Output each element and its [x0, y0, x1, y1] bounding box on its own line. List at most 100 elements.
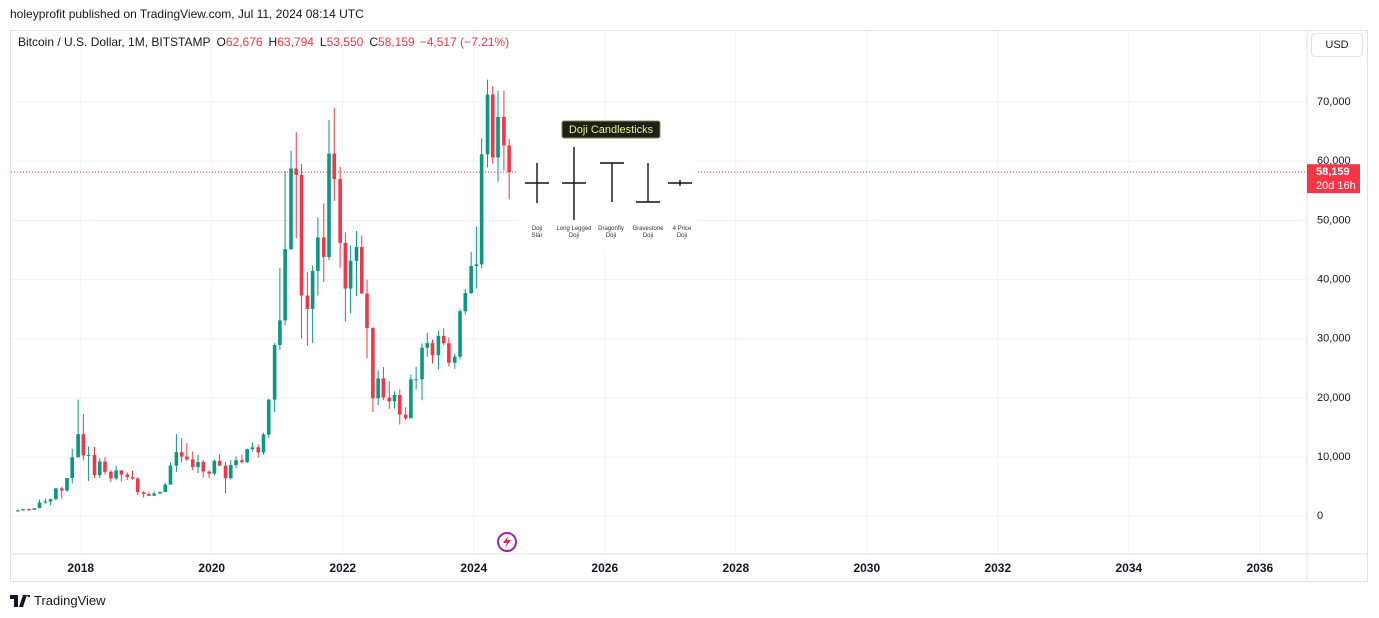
candle-body — [65, 478, 69, 491]
currency-button[interactable]: USD — [1311, 33, 1363, 57]
byline: holeyprofit published on TradingView.com… — [10, 7, 364, 21]
candle-body — [371, 328, 375, 399]
candles — [11, 79, 1307, 512]
candle-body — [109, 471, 113, 479]
candle-body — [381, 378, 386, 398]
event-icon-bolt — [503, 536, 511, 548]
candle-body — [397, 394, 402, 415]
candle-body — [141, 492, 146, 495]
candle-body — [485, 94, 490, 155]
footer: TradingView — [10, 593, 106, 608]
candle-body — [272, 344, 277, 400]
candle-body — [266, 399, 271, 435]
candle-body — [43, 501, 48, 503]
footer-brand: TradingView — [34, 593, 106, 608]
candle-body — [76, 434, 80, 458]
candle-body — [420, 347, 424, 380]
ohlc-value: 53,550 — [326, 35, 364, 49]
candle-body — [409, 379, 413, 419]
x-tick-label: 2020 — [198, 561, 225, 575]
candle-body — [452, 356, 457, 363]
candle-body — [168, 465, 173, 485]
candle-body — [196, 462, 200, 468]
chart-frame — [10, 30, 1368, 582]
candle-body — [359, 246, 364, 294]
overlay-labels: Doji Star Long Legged Doji Dragonfly Doji Grav… — [531, 226, 692, 239]
candle-body — [70, 457, 75, 479]
symbol-title: Bitcoin / U.S. Dollar, 1M, BITSTAMP — [18, 35, 211, 49]
candle-body — [207, 471, 211, 474]
candle-body — [212, 460, 217, 474]
candle-body — [348, 260, 353, 289]
candle-body — [463, 293, 468, 312]
candle-body — [256, 447, 261, 453]
doji-label: Doji Star — [531, 226, 542, 239]
candle-body — [327, 153, 331, 257]
candle-body — [217, 460, 222, 466]
candle-body — [414, 379, 418, 381]
candle-body — [392, 394, 397, 402]
candle-body — [316, 237, 320, 271]
y-tick-label: 40,000 — [1317, 273, 1351, 285]
candle-body — [16, 510, 20, 512]
candle-body — [81, 434, 86, 456]
event-icon — [497, 532, 517, 552]
candle-body — [135, 478, 140, 493]
candle-body — [174, 452, 179, 466]
overlay-title: Doji Candlesticks — [569, 124, 654, 136]
y-tick-label: 30,000 — [1317, 333, 1351, 345]
change: −4,517 (−7.21%) — [419, 35, 510, 49]
candle-body — [103, 461, 107, 472]
overlay-background — [518, 140, 696, 252]
candle-body — [21, 509, 25, 511]
x-tick-label: 2036 — [1246, 561, 1273, 575]
candle-body — [234, 460, 238, 466]
y-tick-label: 20,000 — [1317, 392, 1351, 404]
candle-body — [289, 168, 293, 250]
doji-shapes — [525, 147, 692, 220]
x-tick-label: 2030 — [853, 561, 880, 575]
symbol-legend: Bitcoin / U.S. Dollar, 1M, BITSTAMP O 62,6… — [18, 35, 509, 49]
candle-body — [130, 476, 135, 479]
x-tick-label: 2022 — [329, 561, 356, 575]
candle-body — [474, 264, 479, 267]
candle-body — [458, 311, 462, 357]
candle-body — [376, 378, 380, 399]
price-tag-value: 58,159 — [1316, 166, 1350, 178]
candle-body — [185, 456, 189, 460]
y-tick-label: 10,000 — [1317, 451, 1351, 463]
overlay-title-box — [561, 120, 661, 139]
candle-body — [299, 174, 304, 296]
axes: 010,00020,00030,00040,00050,00060,00070,… — [11, 31, 1367, 581]
candle-body — [119, 470, 124, 475]
candle-body — [158, 491, 162, 494]
candle-body — [228, 465, 233, 479]
candle-body — [354, 246, 359, 261]
candle-body — [97, 461, 102, 476]
candle-body — [496, 116, 500, 158]
ohlc-value: 63,794 — [277, 35, 314, 49]
candle-body — [245, 449, 249, 463]
candle-body — [27, 509, 31, 511]
doji-overlay: Doji Candlesticks Doji Star Long Legged Doj… — [518, 120, 696, 252]
ohlc-key: H — [268, 35, 278, 49]
price-tag-countdown: 20d 16h — [1316, 180, 1356, 192]
candle-body — [147, 494, 151, 496]
x-tick-label: 2034 — [1115, 561, 1142, 575]
tv-logo — [10, 594, 30, 607]
candle-body — [37, 502, 42, 509]
candle-body — [190, 459, 195, 468]
candle-body — [343, 242, 348, 289]
y-tick-label: 70,000 — [1317, 96, 1351, 108]
candle-body — [179, 452, 184, 457]
ohlc-value: 58,159 — [377, 35, 415, 49]
doji-label: Long Legged Doji — [556, 226, 591, 239]
candle-body — [387, 397, 392, 402]
candle-body — [86, 455, 91, 457]
candle-body — [32, 508, 37, 510]
candle-body — [240, 460, 244, 463]
candle-body — [403, 414, 408, 419]
candle-body — [469, 266, 473, 294]
candle-body — [332, 153, 337, 180]
